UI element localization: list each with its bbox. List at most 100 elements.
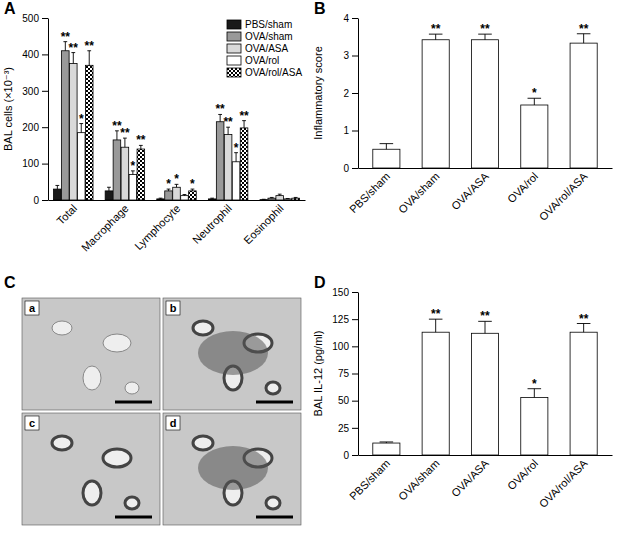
y-tick-label: 75 xyxy=(338,368,350,379)
error-bar xyxy=(270,197,274,199)
y-tick-group: 500 xyxy=(22,13,48,24)
x-tick-label: OVA/rol xyxy=(505,457,540,492)
bar xyxy=(105,191,113,200)
image-background xyxy=(163,298,301,410)
x-tick-label: Total xyxy=(54,202,79,227)
panel-0: A0100200300400500TotalMacrophageLymphocy… xyxy=(2,0,306,254)
legend-label: PBS/sham xyxy=(245,19,292,30)
x-axis-line xyxy=(49,200,306,201)
panel-label: B xyxy=(314,0,326,17)
scale-bar xyxy=(256,401,293,404)
x-tick-label: PBS/sham xyxy=(347,457,392,502)
y-axis-line xyxy=(358,19,359,169)
bar xyxy=(129,175,137,200)
plot-area xyxy=(373,34,597,168)
x-tick-group: OVA/ASA xyxy=(449,457,492,500)
scale-bar xyxy=(115,516,152,519)
y-tick-group: 100 xyxy=(22,158,48,169)
bar xyxy=(240,128,248,200)
bar xyxy=(521,105,548,168)
y-tick xyxy=(352,56,358,57)
bar xyxy=(260,199,268,200)
x-axis: TotalMacrophageLymphocyteNeutrophilEosin… xyxy=(49,201,306,254)
y-tick-label: 2 xyxy=(343,88,349,99)
legend-item: OVA/ASA xyxy=(227,43,288,54)
y-tick-group: 4 xyxy=(343,13,358,24)
histology-image: b xyxy=(163,298,301,410)
y-tick-group: 400 xyxy=(22,49,48,60)
image-background xyxy=(163,413,301,525)
x-tick-label: OVA/ASA xyxy=(449,457,492,500)
x-tick-label: OVA/sham xyxy=(396,170,442,216)
error-bar xyxy=(278,194,282,195)
x-axis-line xyxy=(359,455,613,456)
significance: * xyxy=(166,177,171,191)
legend-label: OVA/sham xyxy=(245,31,293,42)
y-axis: 0255075100125150 xyxy=(332,287,358,461)
y-tick xyxy=(352,18,358,19)
bar xyxy=(422,40,449,168)
bar xyxy=(216,122,224,200)
y-tick-label: 200 xyxy=(22,122,39,133)
y-tick-group: 0 xyxy=(33,195,48,206)
airway xyxy=(266,497,280,509)
y-tick-label: 25 xyxy=(338,423,350,434)
y-tick-group: 0 xyxy=(343,450,358,461)
significance: * xyxy=(79,112,84,126)
x-axis-line xyxy=(359,168,613,169)
y-axis-title: Inflammatory score xyxy=(312,46,324,140)
bar xyxy=(373,443,400,455)
y-tick-group: 50 xyxy=(338,395,358,406)
airway xyxy=(103,449,131,467)
y-axis-line xyxy=(48,19,49,201)
image-background xyxy=(22,413,160,525)
bar xyxy=(173,187,181,200)
bar xyxy=(181,196,189,200)
x-tick-group: OVA/rol xyxy=(505,457,540,492)
y-tick-group: 1 xyxy=(343,125,358,136)
scale-bar xyxy=(256,516,293,519)
bar xyxy=(157,199,165,200)
x-tick-group: OVA/sham xyxy=(396,170,442,216)
error-bar xyxy=(262,199,266,200)
y-axis: 0100200300400500 xyxy=(22,13,48,206)
significance: ** xyxy=(480,22,490,36)
bar xyxy=(208,199,216,200)
x-tick-group: Eosinophil xyxy=(241,202,285,246)
significance: ** xyxy=(480,309,490,323)
significance: ** xyxy=(120,126,130,140)
y-tick-label: 3 xyxy=(343,50,349,61)
airway xyxy=(52,436,72,450)
panel-label: C xyxy=(4,274,16,291)
significance: ** xyxy=(69,41,79,55)
legend-label: OVA/ASA xyxy=(245,43,288,54)
significance: * xyxy=(174,172,179,186)
significance: ** xyxy=(579,22,589,36)
bar xyxy=(113,140,121,200)
y-tick-label: 0 xyxy=(343,163,349,174)
y-tick xyxy=(42,127,48,128)
x-tick-label: Neutrophil xyxy=(190,202,234,246)
y-tick xyxy=(42,200,48,201)
x-tick-group: OVA/rol/ASA xyxy=(537,457,590,510)
panel-1: B01234PBS/shamOVA/shamOVA/ASAOVA/rolOVA/… xyxy=(312,0,613,223)
airway xyxy=(52,321,72,335)
y-tick-group: 2 xyxy=(343,88,358,99)
x-tick-label: OVA/rol xyxy=(505,170,540,205)
bar xyxy=(121,147,129,200)
y-tick-group: 0 xyxy=(343,163,358,174)
image-label: b xyxy=(170,302,177,314)
bar xyxy=(77,133,85,200)
legend-swatch xyxy=(227,44,241,53)
y-tick-label: 100 xyxy=(22,158,39,169)
histology-image: a xyxy=(22,298,160,410)
y-tick xyxy=(42,164,48,165)
x-tick-group: Lymphocyte xyxy=(132,202,182,252)
annotations: ******* xyxy=(431,22,589,101)
error-bar xyxy=(380,442,394,443)
y-tick-group: 3 xyxy=(343,50,358,61)
y-tick-group: 200 xyxy=(22,122,48,133)
bar xyxy=(521,397,548,455)
bar xyxy=(268,198,276,200)
airway xyxy=(83,366,101,390)
